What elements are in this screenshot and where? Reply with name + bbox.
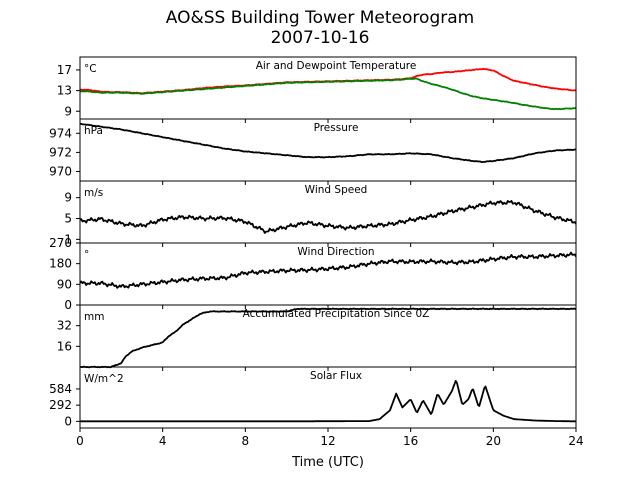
- y-tick-label-5: 584: [49, 382, 72, 396]
- unit-label-3: °: [84, 249, 89, 261]
- y-tick-label-3: 180: [49, 257, 72, 271]
- y-tick-label-3: 0: [64, 298, 72, 312]
- x-tick-label: 20: [486, 434, 501, 448]
- figure-title-line1: AO&SS Building Tower Meteorogram: [165, 8, 475, 28]
- panel-title-4: Accumulated Precipitation Since 0Z: [243, 308, 430, 320]
- series-line-5-0: [80, 379, 576, 423]
- panel-title-5: Solar Flux: [310, 370, 362, 382]
- y-tick-label-2: 1: [64, 232, 72, 246]
- y-tick-label-3: 90: [57, 277, 72, 291]
- unit-label-0: °C: [84, 63, 97, 75]
- y-tick-label-1: 974: [49, 126, 72, 140]
- x-tick-label: 12: [320, 434, 335, 448]
- y-tick-label-2: 9: [64, 191, 72, 205]
- y-tick-label-2: 5: [64, 212, 72, 226]
- x-tick-label: 4: [159, 434, 167, 448]
- unit-label-4: mm: [84, 311, 104, 323]
- unit-label-5: W/m^2: [84, 373, 124, 385]
- x-tick-label: 0: [76, 434, 84, 448]
- series-line-1-0: [79, 122, 577, 164]
- panel-title-2: Wind Speed: [305, 184, 368, 196]
- figure-title: AO&SS Building Tower Meteorogram 2007-10…: [0, 8, 640, 48]
- y-tick-label-3: 270: [49, 236, 72, 250]
- unit-label-2: m/s: [84, 187, 103, 199]
- y-tick-label-0: 9: [64, 104, 72, 118]
- y-tick-label-1: 970: [49, 164, 72, 178]
- panel-title-1: Pressure: [314, 122, 359, 134]
- y-tick-label-0: 13: [57, 84, 72, 98]
- y-tick-label-4: 32: [57, 319, 72, 333]
- unit-label-1: hPa: [84, 125, 103, 137]
- y-tick-label-5: 0: [64, 414, 72, 428]
- x-tick-label: 24: [568, 434, 583, 448]
- y-tick-label-0: 17: [57, 63, 72, 77]
- series-line-0-1: [79, 77, 577, 111]
- x-tick-label: 8: [242, 434, 250, 448]
- y-tick-label-4: 16: [57, 339, 72, 353]
- panel-title-0: Air and Dewpoint Temperature: [256, 60, 417, 72]
- x-tick-label: 16: [403, 434, 418, 448]
- x-axis-label: Time (UTC): [291, 455, 364, 470]
- panel-title-3: Wind Direction: [297, 246, 374, 258]
- y-tick-label-1: 972: [49, 145, 72, 159]
- figure-title-line2: 2007-10-16: [270, 28, 370, 48]
- series-line-3-0: [79, 251, 577, 289]
- series-line-2-0: [79, 199, 577, 234]
- y-tick-label-5: 292: [49, 398, 72, 412]
- series-line-4-0: [79, 307, 577, 369]
